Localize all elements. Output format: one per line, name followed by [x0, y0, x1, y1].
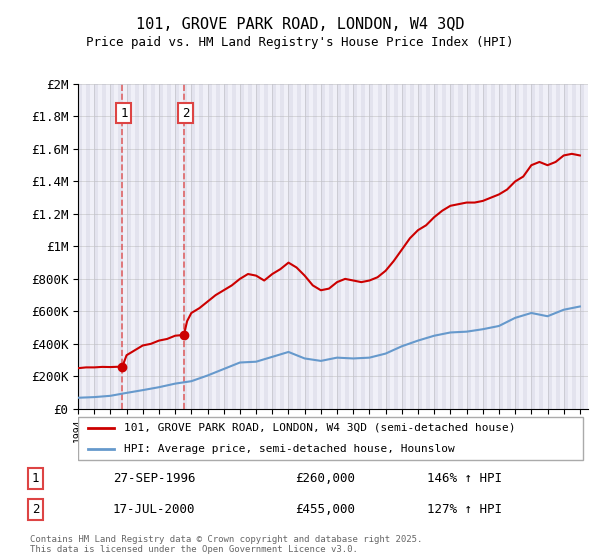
Bar: [296, 84, 301, 409]
FancyBboxPatch shape: [78, 417, 583, 460]
Bar: [337, 84, 341, 409]
Bar: [215, 84, 220, 409]
Bar: [280, 84, 284, 409]
Bar: [143, 84, 147, 409]
Bar: [499, 84, 503, 409]
Bar: [564, 84, 568, 409]
Bar: [442, 84, 446, 409]
Bar: [118, 84, 122, 409]
Bar: [313, 84, 317, 409]
Bar: [377, 84, 382, 409]
Bar: [159, 84, 163, 409]
Bar: [321, 84, 325, 409]
Text: £260,000: £260,000: [295, 472, 355, 485]
Bar: [467, 84, 470, 409]
Bar: [451, 84, 454, 409]
Text: 101, GROVE PARK ROAD, LONDON, W4 3QD: 101, GROVE PARK ROAD, LONDON, W4 3QD: [136, 17, 464, 32]
Bar: [224, 84, 228, 409]
Text: 101, GROVE PARK ROAD, LONDON, W4 3QD (semi-detached house): 101, GROVE PARK ROAD, LONDON, W4 3QD (se…: [124, 423, 515, 432]
Bar: [426, 84, 430, 409]
Bar: [386, 84, 389, 409]
Bar: [483, 84, 487, 409]
Bar: [572, 84, 576, 409]
Bar: [102, 84, 106, 409]
Bar: [507, 84, 511, 409]
Bar: [394, 84, 398, 409]
Bar: [353, 84, 357, 409]
Bar: [272, 84, 277, 409]
Bar: [191, 84, 196, 409]
Bar: [361, 84, 365, 409]
Text: 17-JUL-2000: 17-JUL-2000: [113, 503, 196, 516]
Bar: [86, 84, 90, 409]
Bar: [110, 84, 115, 409]
Bar: [539, 84, 544, 409]
Bar: [523, 84, 527, 409]
Text: HPI: Average price, semi-detached house, Hounslow: HPI: Average price, semi-detached house,…: [124, 444, 455, 454]
Bar: [475, 84, 479, 409]
Bar: [402, 84, 406, 409]
Bar: [248, 84, 252, 409]
Bar: [345, 84, 349, 409]
Bar: [580, 84, 584, 409]
Bar: [127, 84, 131, 409]
Text: 1: 1: [120, 107, 128, 120]
Bar: [329, 84, 333, 409]
Bar: [134, 84, 139, 409]
Bar: [175, 84, 179, 409]
Bar: [588, 84, 592, 409]
Bar: [458, 84, 463, 409]
Text: £455,000: £455,000: [295, 503, 355, 516]
Bar: [199, 84, 203, 409]
Bar: [256, 84, 260, 409]
Text: Contains HM Land Registry data © Crown copyright and database right 2025.
This d: Contains HM Land Registry data © Crown c…: [30, 535, 422, 554]
Bar: [183, 84, 187, 409]
Text: Price paid vs. HM Land Registry's House Price Index (HPI): Price paid vs. HM Land Registry's House …: [86, 36, 514, 49]
Text: 27-SEP-1996: 27-SEP-1996: [113, 472, 196, 485]
Text: 2: 2: [32, 503, 39, 516]
Bar: [418, 84, 422, 409]
Bar: [151, 84, 155, 409]
Bar: [94, 84, 98, 409]
Bar: [596, 84, 600, 409]
Text: 146% ↑ HPI: 146% ↑ HPI: [427, 472, 502, 485]
Bar: [289, 84, 293, 409]
Bar: [240, 84, 244, 409]
Bar: [167, 84, 171, 409]
Bar: [370, 84, 373, 409]
Bar: [434, 84, 438, 409]
Bar: [491, 84, 495, 409]
Bar: [264, 84, 268, 409]
Text: 2: 2: [182, 107, 189, 120]
Bar: [305, 84, 309, 409]
Bar: [208, 84, 212, 409]
Bar: [548, 84, 551, 409]
Bar: [232, 84, 236, 409]
Text: 127% ↑ HPI: 127% ↑ HPI: [427, 503, 502, 516]
Bar: [532, 84, 535, 409]
Bar: [410, 84, 414, 409]
Bar: [515, 84, 519, 409]
Bar: [556, 84, 560, 409]
Text: 1: 1: [32, 472, 39, 485]
Bar: [78, 84, 82, 409]
